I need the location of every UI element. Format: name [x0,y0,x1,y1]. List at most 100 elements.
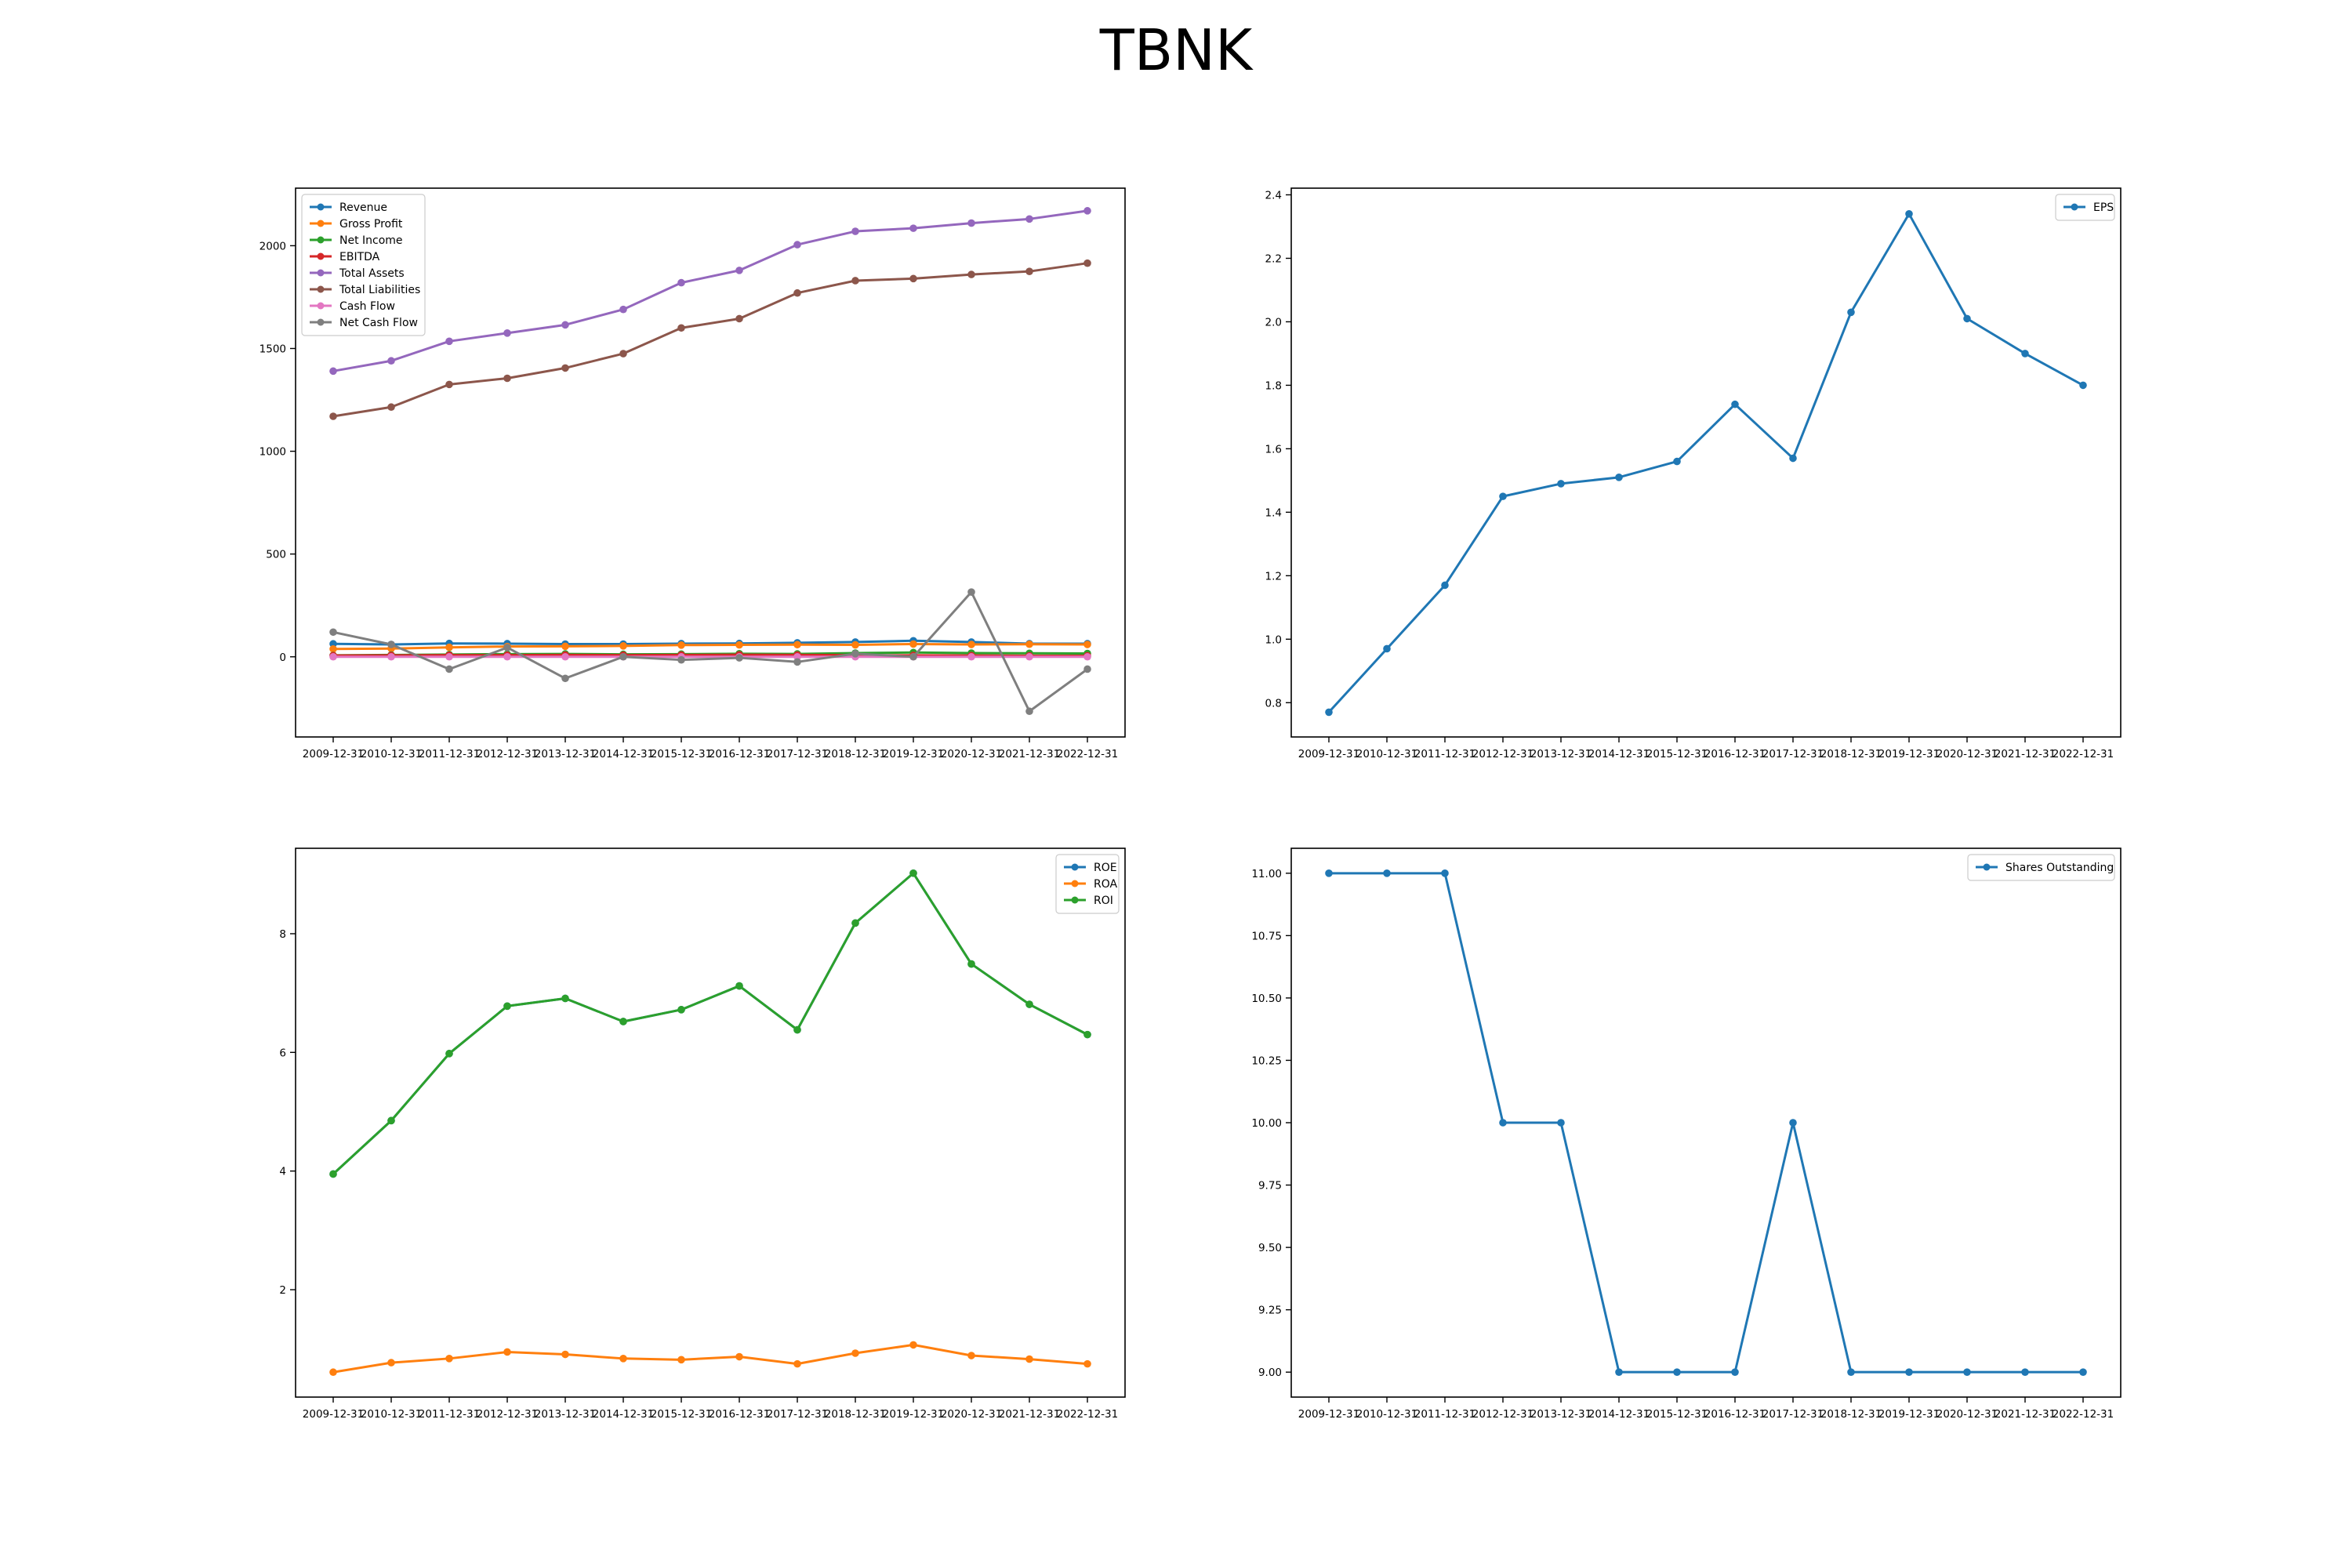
series-line [332,209,1088,372]
data-point [851,277,859,285]
data-point [1383,869,1391,877]
data-point [619,642,627,650]
data-point [851,650,859,658]
data-point [735,982,743,990]
x-tick-label: 2017-12-31 [1762,748,1824,760]
data-point [561,364,569,372]
data-point [909,869,917,877]
y-tick-label: 10.25 [1251,1054,1282,1067]
legend-item: Total Liabilities [310,284,420,296]
y-tick-label: 2 [279,1284,286,1297]
returns-chart: 2009-12-312010-12-312011-12-312012-12-31… [279,848,1126,1421]
x-tick-label: 2014-12-31 [1588,1408,1650,1421]
x-tick-label: 2017-12-31 [767,748,828,760]
x-tick-label: 2018-12-31 [825,1408,886,1421]
y-tick-label: 9.25 [1258,1305,1282,1317]
data-point [1499,492,1507,500]
data-point [909,652,917,661]
legend-label: Total Assets [339,267,405,280]
data-point [1731,400,1739,408]
data-point [909,640,917,648]
data-point [619,1355,627,1363]
data-point [445,643,453,652]
x-tick-label: 2011-12-31 [419,1408,480,1421]
data-point [851,919,859,927]
x-tick-label: 2020-12-31 [1936,748,1998,760]
y-tick-label: 1.8 [1265,379,1282,392]
x-tick-label: 2013-12-31 [1530,1408,1592,1421]
series-eps [1325,209,2087,717]
data-point [503,329,511,337]
data-point [561,642,569,651]
plot-frame [1290,187,2122,738]
y-tick-label: 1.2 [1265,570,1282,583]
data-point [561,652,569,661]
y-tick-label: 1.0 [1265,633,1282,646]
legend-label: EBITDA [339,251,380,263]
legend-label: Revenue [339,201,387,214]
x-tick-label: 2010-12-31 [361,1408,422,1421]
data-point [387,652,395,661]
data-point [329,1170,337,1178]
x-tick-label: 2013-12-31 [535,748,596,760]
data-point [1325,708,1333,717]
legend-label: Total Liabilities [339,284,420,296]
data-point [735,1352,743,1361]
data-point [967,641,975,648]
data-point [1731,1368,1739,1376]
data-point [619,652,627,661]
data-point [1615,474,1623,481]
x-tick-label: 2021-12-31 [1994,748,2056,760]
legend-swatch-marker [317,203,325,211]
data-point [503,1002,511,1011]
y-tick-label: 1.4 [1265,506,1282,519]
data-point [967,1352,975,1359]
x-tick-label: 2014-12-31 [593,748,654,760]
data-point [1025,1355,1033,1363]
data-point [735,314,743,323]
data-point [851,1349,859,1357]
data-point [1847,1368,1855,1376]
x-tick-label: 2019-12-31 [1878,1408,1940,1421]
series-shares-outstanding [1325,869,2087,1376]
legend-swatch-marker [317,220,325,227]
data-point [677,324,685,332]
x-tick-label: 2014-12-31 [1588,748,1650,760]
legend-label: Cash Flow [339,300,395,313]
legend-label: Shares Outstanding [2005,862,2114,874]
data-point [1847,308,1855,317]
data-point [793,658,801,666]
data-point [1441,869,1449,877]
x-tick-label: 2013-12-31 [535,1408,596,1421]
x-tick-label: 2009-12-31 [1298,1408,1359,1421]
y-tick-label: 6 [279,1047,286,1059]
data-point [387,641,395,648]
x-tick-label: 2016-12-31 [709,748,770,760]
data-point [851,227,859,235]
data-point [1083,665,1091,673]
x-tick-label: 2012-12-31 [477,748,538,760]
legend: Shares Outstanding [1967,854,2115,881]
data-point [1905,1368,1913,1376]
data-point [387,403,395,412]
data-point [677,655,685,664]
data-point [1499,1119,1507,1127]
x-tick-label: 2012-12-31 [477,1408,538,1421]
y-tick-label: 1.6 [1265,443,1282,456]
data-point [1083,652,1091,661]
data-point [1673,457,1681,466]
data-point [329,412,337,420]
data-point [677,278,685,287]
data-point [1025,707,1033,716]
data-point [329,1368,337,1377]
data-point [735,654,743,662]
data-point [1441,581,1449,590]
x-tick-label: 2020-12-31 [941,748,1002,760]
data-point [909,274,917,283]
data-point [561,994,569,1003]
series-line [332,872,1088,1175]
data-point [561,674,569,683]
legend: EPS [2055,194,2115,221]
series-line [1327,212,2084,713]
